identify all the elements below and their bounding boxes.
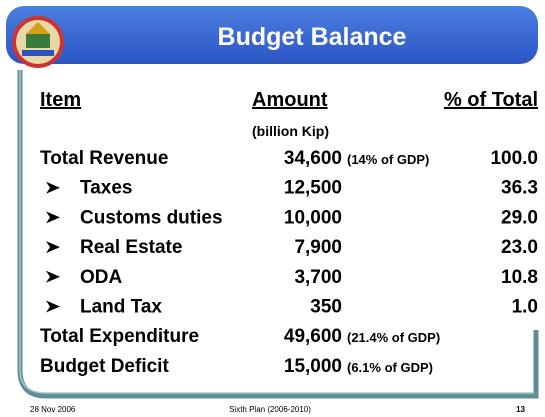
row-percent: 100.0	[490, 148, 538, 169]
row-amount: 34,600	[284, 148, 342, 169]
row-item: Land Tax	[80, 297, 162, 318]
emblem	[12, 16, 64, 68]
frame-inner	[19, 70, 533, 394]
row-item: Real Estate	[80, 237, 182, 258]
title-banner	[6, 6, 538, 64]
row-percent: 29.0	[501, 207, 538, 228]
row-amount: 7,900	[294, 237, 342, 258]
footer-center: Sixth Plan (2006-2010)	[229, 405, 311, 414]
row-amount: 49,600	[284, 326, 342, 347]
row-amount: 12,500	[284, 178, 342, 199]
row-note: (6.1% of GDP)	[347, 360, 433, 375]
row-item: Customs duties	[80, 207, 223, 228]
column-header: % of Total	[444, 89, 538, 111]
row-amount: 10,000	[284, 207, 342, 228]
unit-label: (billion Kip)	[252, 123, 329, 139]
bullet-arrow	[46, 300, 60, 313]
bullet-arrow	[46, 270, 60, 283]
footer-page: 13	[516, 405, 525, 414]
column-header: Amount	[252, 89, 328, 111]
row-percent: 10.8	[501, 267, 538, 288]
row-amount: 15,000	[284, 356, 342, 377]
bullet-arrow	[46, 211, 60, 224]
row-item: Total Expenditure	[40, 326, 199, 347]
row-note: (21.4% of GDP)	[347, 330, 440, 345]
bullet-arrow	[46, 181, 60, 194]
row-item: Total Revenue	[40, 148, 168, 169]
row-percent: 36.3	[501, 178, 538, 199]
row-amount: 3,700	[294, 267, 342, 288]
row-note: (14% of GDP)	[347, 152, 429, 167]
row-percent: 23.0	[501, 237, 538, 258]
footer-date: 28 Nov 2006	[30, 405, 76, 414]
row-percent: 1.0	[512, 297, 538, 318]
row-item: Taxes	[80, 178, 132, 199]
row-item: ODA	[80, 267, 123, 288]
bullet-arrow	[46, 241, 60, 254]
row-amount: 350	[310, 297, 342, 318]
title: Budget Balance	[218, 23, 407, 51]
column-header: Item	[40, 89, 81, 111]
row-item: Budget Deficit	[40, 356, 169, 377]
